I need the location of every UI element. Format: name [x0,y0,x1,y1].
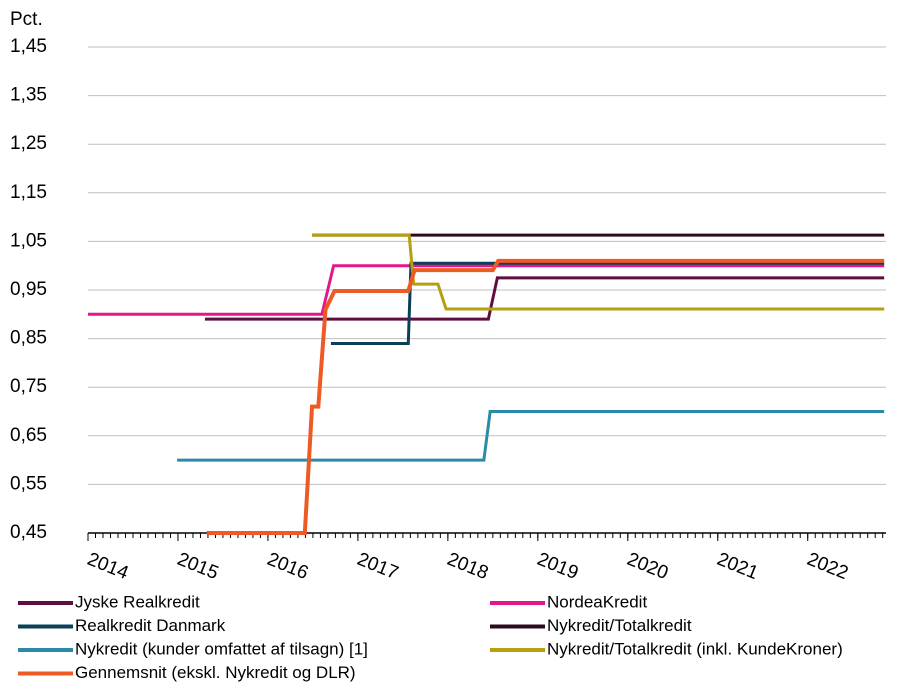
series-line [330,261,885,345]
series-line [177,410,885,462]
legend-label: Nykredit/Totalkredit (inkl. KundeKroner) [547,639,843,658]
series-line [312,233,885,311]
y-tick-label: 1,25 [10,133,47,154]
y-tick-label: 0,85 [10,328,47,349]
x-tick-label: 2015 [174,549,221,584]
y-axis-label: Pct. [10,9,43,30]
y-tick-label: 0,45 [10,522,47,543]
series-line [204,276,885,321]
y-tick-label: 0,75 [10,376,47,397]
legend-label: Gennemsnit (ekskl. Nykredit og DLR) [75,663,356,682]
x-tick-label: 2017 [354,549,401,584]
y-tick-label: 1,35 [10,85,47,106]
x-tick-label: 2020 [624,549,671,584]
legend-label: NordeaKredit [547,592,647,611]
y-tick-label: 0,65 [10,425,47,446]
y-tick-label: 0,95 [10,279,47,300]
x-tick-label: 2016 [264,549,311,584]
y-tick-label: 1,05 [10,230,47,251]
y-tick-label: 0,55 [10,473,47,494]
y-tick-label: 1,15 [10,182,47,203]
legend-label: Nykredit/Totalkredit [547,616,692,635]
x-tick-label: 2018 [444,549,491,584]
x-tick-label: 2022 [804,549,851,584]
y-tick-label: 1,45 [10,36,47,57]
x-tick-label: 2019 [534,549,581,584]
x-tick-label: 2014 [84,549,131,584]
series-line [206,258,885,535]
series-line [88,264,885,316]
legend-label: Realkredit Danmark [75,616,226,635]
x-tick-label: 2021 [714,549,761,584]
legend-label: Jyske Realkredit [75,592,200,611]
legend-label: Nykredit (kunder omfattet af tilsagn) [1… [75,639,368,658]
